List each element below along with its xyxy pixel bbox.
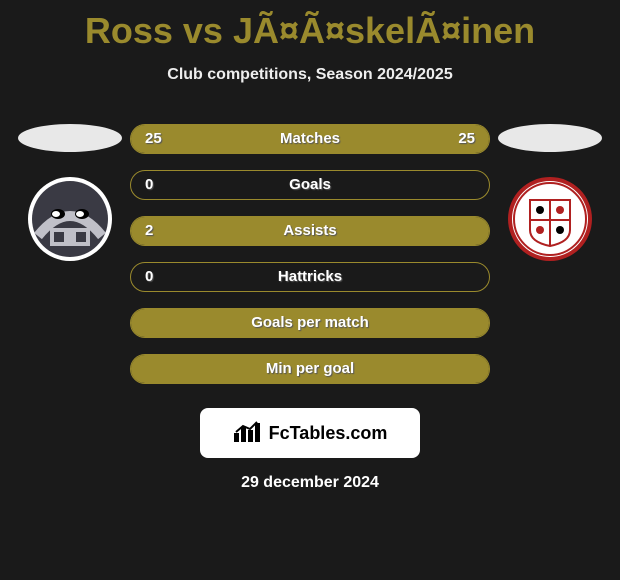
left-club-crest [20, 176, 120, 262]
brand-badge[interactable]: FcTables.com [200, 408, 420, 458]
stat-row-assists: 2Assists [130, 216, 490, 246]
chart-icon [233, 419, 263, 448]
right-club-crest [500, 176, 600, 262]
stat-label: Matches [131, 125, 489, 153]
footer-date: 29 december 2024 [0, 474, 620, 492]
stat-label: Hattricks [131, 263, 489, 291]
page-title: Ross vs JÃ¤Ã¤skelÃ¤inen [0, 0, 620, 52]
stat-label: Assists [131, 217, 489, 245]
subtitle: Club competitions, Season 2024/2025 [0, 66, 620, 84]
stats-column: 2525Matches 0Goals 2Assists 0Hattricks Goals… [130, 124, 490, 400]
left-player-name-oval [18, 124, 122, 152]
stat-row-goals: 0Goals [130, 170, 490, 200]
brand-label: FcTables.com [269, 423, 388, 444]
comparison-panel: 2525Matches 0Goals 2Assists 0Hattricks Goals… [0, 124, 620, 400]
stat-row-goals-per-match: Goals per match [130, 308, 490, 338]
left-player-col [10, 124, 130, 400]
stat-row-matches: 2525Matches [130, 124, 490, 154]
stat-row-min-per-goal: Min per goal [130, 354, 490, 384]
right-player-name-oval [498, 124, 602, 152]
stat-row-hattricks: 0Hattricks [130, 262, 490, 292]
right-player-col [490, 124, 610, 400]
stat-label: Goals [131, 171, 489, 199]
stat-label: Min per goal [131, 355, 489, 383]
stat-label: Goals per match [131, 309, 489, 337]
